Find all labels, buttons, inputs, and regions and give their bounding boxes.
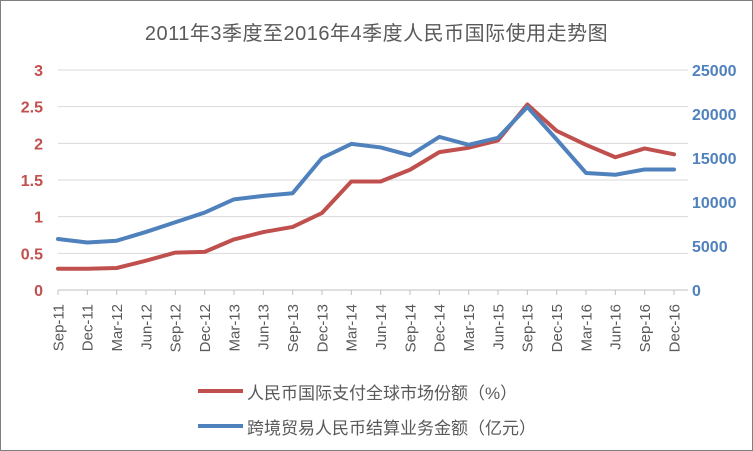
x-axis-category-label: Mar-12 [109,304,126,352]
right-axis-tick-label: 10000 [692,195,737,212]
chart-title: 2011年3季度至2016年4季度人民币国际使用走势图 [144,23,609,45]
left-axis-tick-label: 3 [34,63,43,80]
x-axis-category-label: Jun-16 [608,304,625,350]
x-axis-category-label: Mar-15 [461,304,478,352]
x-axis-category-label: Sep-14 [402,304,419,352]
legend-marker-red-line-icon [198,389,243,393]
right-axis-tick-label: 25000 [692,63,737,80]
x-axis-category-label: Dec-11 [80,304,97,351]
x-axis-category-label: Dec-14 [432,304,449,352]
legend-marker-blue-line-icon [198,424,243,428]
x-axis-category-label: Sep-12 [168,304,185,352]
x-axis-category-label: Dec-16 [666,304,683,352]
x-axis-category-label: Sep-13 [285,304,302,352]
series-line-0 [56,102,676,271]
right-axis-tick-label: 20000 [692,107,737,124]
legend-label-payment-share: 人民币国际支付全球市场份额（%） [247,383,518,403]
left-axis-tick-label: 2.5 [21,100,43,117]
legend-label-settlement-amount: 跨境贸易人民币结算业务金额（亿元） [247,418,536,438]
x-axis-category-label: Mar-14 [344,304,361,352]
x-axis-category-label: Jun-12 [138,304,155,350]
legend-item-payment-share: 人民币国际支付全球市场份额（%） [198,377,536,405]
left-axis-tick-label: 0 [34,283,43,300]
x-axis-category-label: Mar-13 [226,304,243,352]
left-axis-tick-label: 2 [34,136,43,153]
x-axis-category-label: Sep-11 [50,304,67,351]
legend-item-settlement-amount: 跨境贸易人民币结算业务金额（亿元） [198,412,536,440]
x-axis-category-label: Dec-15 [549,304,566,352]
left-axis-tick-label: 1.5 [21,173,43,190]
x-axis-category-label: Jun-13 [256,304,273,350]
left-axis-tick-label: 0.5 [21,246,43,263]
x-axis-category-label: Jun-14 [373,304,390,350]
x-axis-category-label: Jun-15 [490,304,507,350]
legend: 人民币国际支付全球市场份额（%） 跨境贸易人民币结算业务金额（亿元） [198,377,536,447]
x-axis-category-label: Sep-16 [637,304,654,352]
left-axis-tick-label: 1 [34,210,43,227]
x-axis-category-label: Sep-15 [520,304,537,352]
x-axis-category-label: Mar-16 [578,304,595,352]
right-axis-tick-label: 15000 [692,151,737,168]
right-axis-tick-label: 0 [692,283,701,300]
x-axis-category-label: Dec-13 [314,304,331,352]
x-axis-category-label: Dec-12 [197,304,214,352]
series-line-1 [56,104,676,245]
right-axis-tick-label: 5000 [692,239,728,256]
